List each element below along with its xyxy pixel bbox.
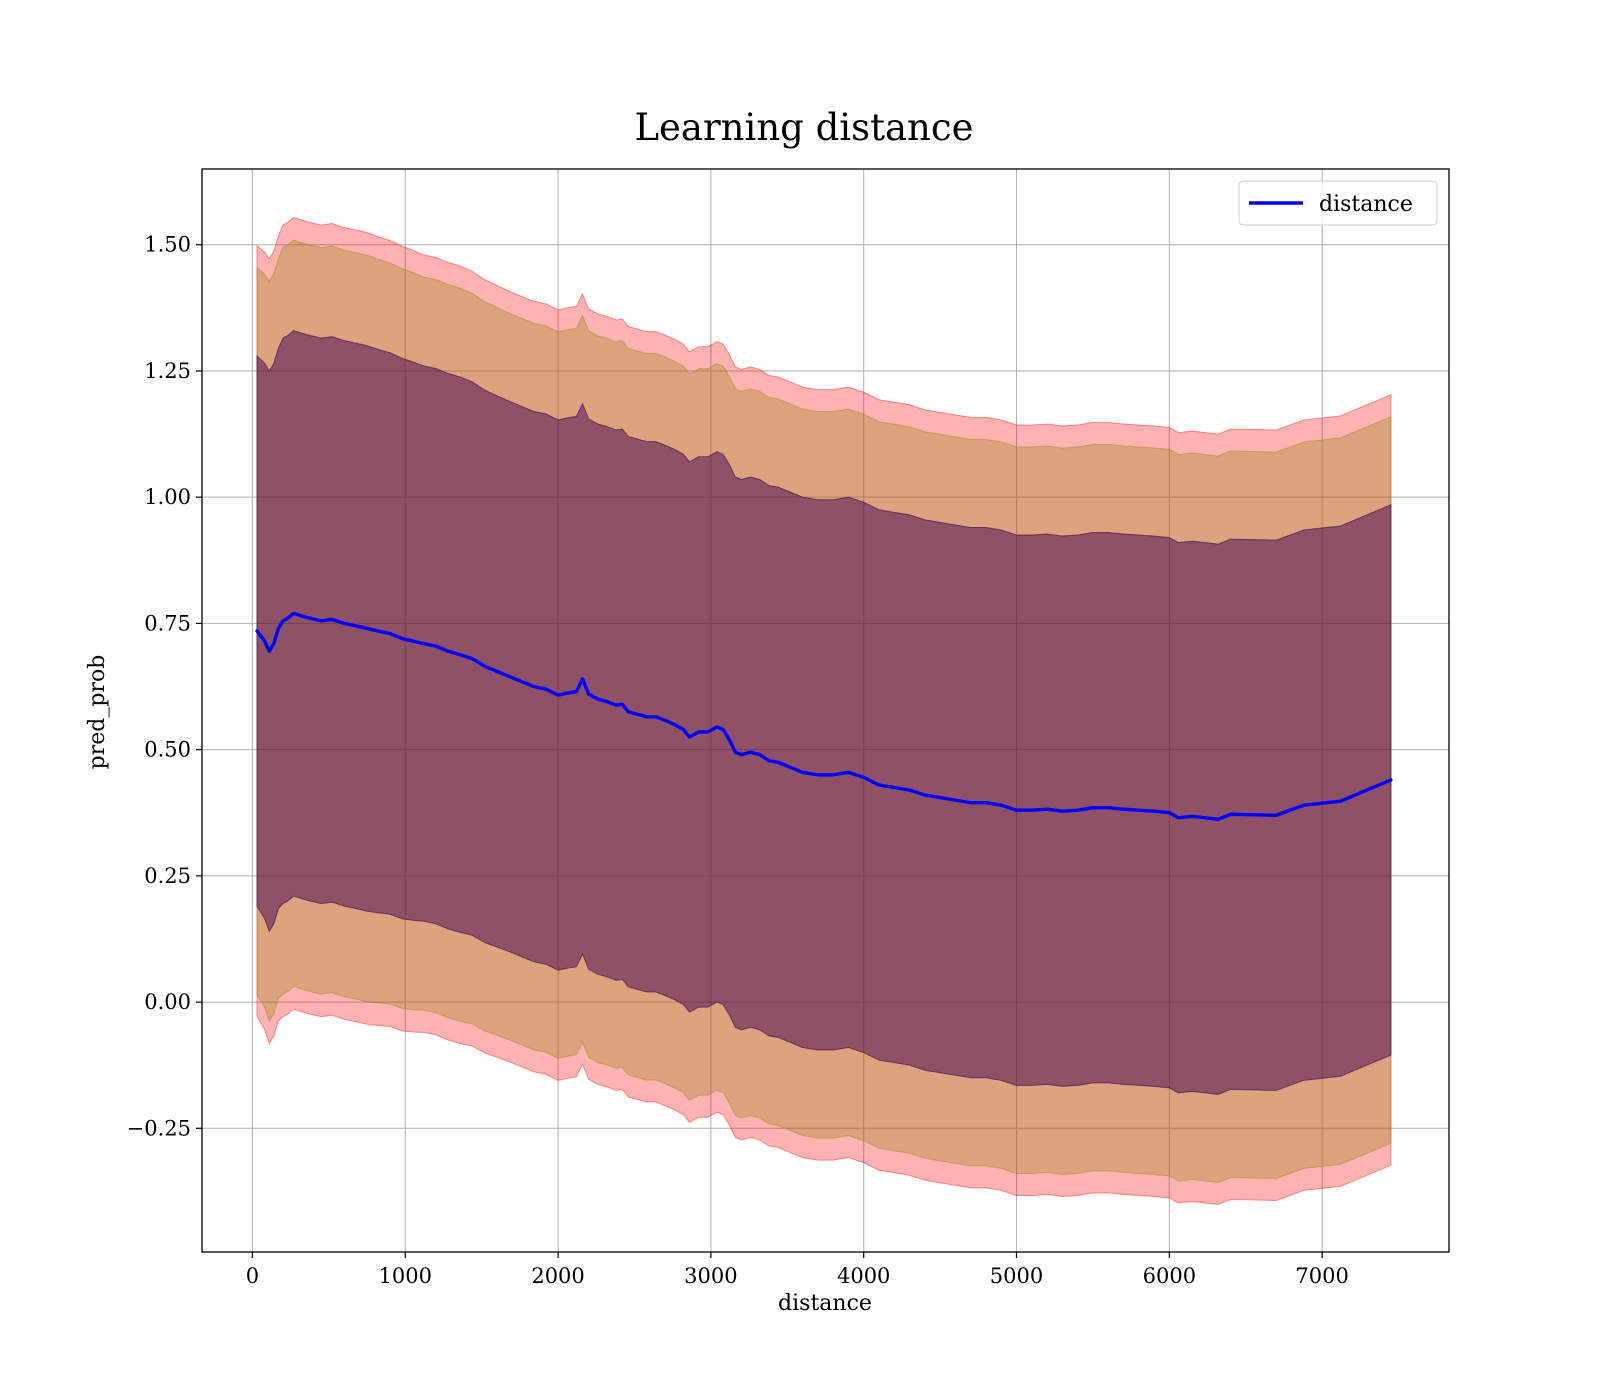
x-tick-label: 7000 [1295, 1264, 1348, 1288]
y-tick: 0.50 [144, 738, 202, 762]
y-axis: −0.25 0.00 0.25 0.50 0.75 1.00 1.25 1.50 [127, 233, 202, 1140]
y-tick-label: −0.25 [127, 1116, 191, 1140]
x-tick: 7000 [1295, 1252, 1349, 1288]
y-tick: 0.25 [144, 864, 202, 888]
x-axis-label: distance [778, 1291, 872, 1316]
x-tick: 6000 [1143, 1252, 1196, 1288]
x-tick-label: 6000 [1143, 1264, 1196, 1288]
chart-title: Learning distance [634, 106, 973, 149]
x-tick: 4000 [837, 1252, 890, 1288]
y-tick: 1.50 [144, 233, 202, 257]
x-tick-label: 1000 [379, 1264, 432, 1288]
x-tick: 0 [246, 1252, 259, 1288]
x-tick-label: 4000 [837, 1264, 890, 1288]
y-axis-label: pred_prob [85, 655, 110, 770]
x-tick-label: 0 [246, 1264, 259, 1288]
x-tick-label: 5000 [990, 1264, 1043, 1288]
band-inner [256, 330, 1392, 1095]
y-tick-label: 0.75 [144, 611, 191, 635]
legend-label: distance [1319, 192, 1413, 217]
y-tick: 0.00 [144, 990, 202, 1014]
x-tick-label: 2000 [531, 1264, 584, 1288]
band-layers [256, 216, 1392, 1206]
y-tick-label: 0.00 [144, 990, 191, 1014]
y-tick-label: 0.25 [144, 864, 191, 888]
series-lines [255, 611, 1393, 821]
legend: distance [1238, 180, 1438, 226]
x-tick: 5000 [990, 1252, 1043, 1288]
plot-frame [201, 168, 1450, 1253]
y-tick: 1.25 [144, 359, 202, 383]
x-tick-label: 3000 [684, 1264, 737, 1288]
y-tick-label: 1.50 [144, 233, 191, 257]
x-axis: 0 1000 2000 3000 4000 5000 6000 7000 [246, 1252, 1349, 1288]
y-tick-label: 1.25 [144, 359, 191, 383]
legend-box [1238, 180, 1438, 226]
y-tick-label: 1.00 [144, 485, 191, 509]
series-line-distance [255, 611, 1393, 821]
y-tick: −0.25 [127, 1116, 202, 1140]
y-tick: 0.75 [144, 611, 202, 635]
x-tick: 1000 [379, 1252, 432, 1288]
y-tick: 1.00 [144, 485, 202, 509]
y-tick-label: 0.50 [144, 738, 191, 762]
x-tick: 3000 [684, 1252, 738, 1288]
x-tick: 2000 [531, 1252, 585, 1288]
